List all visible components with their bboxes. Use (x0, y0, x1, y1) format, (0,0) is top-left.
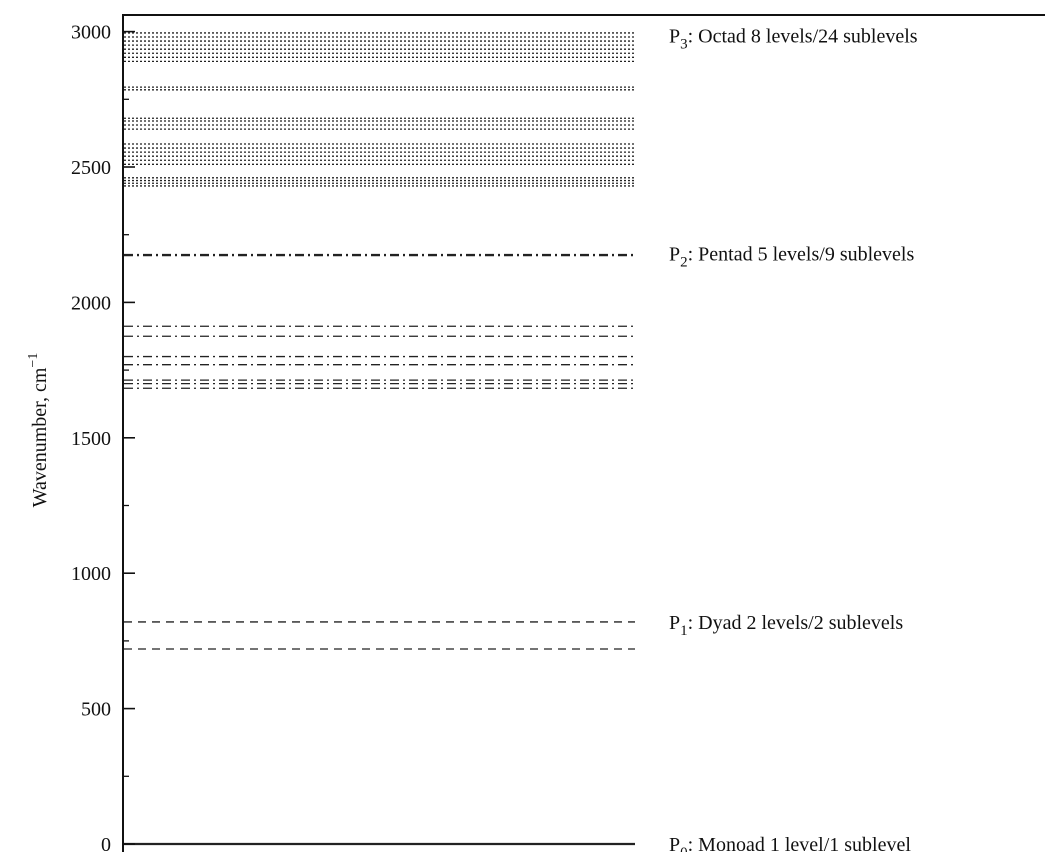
polyad-label-subscript: 2 (680, 255, 688, 271)
polyad-label-text: : Dyad 2 levels/2 sublevels (688, 612, 904, 634)
polyad-label-p1: P1: Dyad 2 levels/2 sublevels (669, 612, 903, 639)
y-tick-label-0: 0 (101, 834, 111, 852)
y-axis-title: Wavenumber, cm−1 (26, 353, 51, 508)
polyad-label-p2: P2: Pentad 5 levels/9 sublevels (669, 244, 914, 271)
polyad-label-text: : Pentad 5 levels/9 sublevels (688, 244, 915, 266)
axes-layer (122, 14, 1045, 852)
y-tick-label-1500: 1500 (71, 428, 111, 450)
polyad-label-symbol: P (669, 612, 680, 634)
y-tick-label-500: 500 (81, 699, 111, 721)
y-tick-label-2500: 2500 (71, 157, 111, 179)
polyad-label-text: : Octad 8 levels/24 sublevels (688, 26, 918, 48)
polyad-label-subscript: 0 (680, 845, 688, 852)
polyad-label-p3: P3: Octad 8 levels/24 sublevels (669, 26, 918, 53)
polyad-label-subscript: 1 (680, 623, 688, 639)
y-tick-label-3000: 3000 (71, 22, 111, 44)
polyad-label-symbol: P (669, 26, 680, 48)
polyad-label-subscript: 3 (680, 37, 688, 53)
y-tick-label-1000: 1000 (71, 563, 111, 585)
polyad-label-symbol: P (669, 244, 680, 266)
polyad-label-symbol: P (669, 834, 680, 852)
ticks-layer: 0 500 1000 1500 2000 2500 3000 (71, 22, 135, 852)
polyad-label-p0: P0: Monoad 1 level/1 sublevel (669, 834, 911, 852)
levels-layer (124, 32, 635, 846)
polyad-label-text: : Monoad 1 level/1 sublevel (688, 834, 912, 852)
y-axis-title-exponent: −1 (26, 353, 41, 368)
y-axis-title-text: Wavenumber, cm (29, 367, 51, 507)
y-tick-label-2000: 2000 (71, 292, 111, 314)
